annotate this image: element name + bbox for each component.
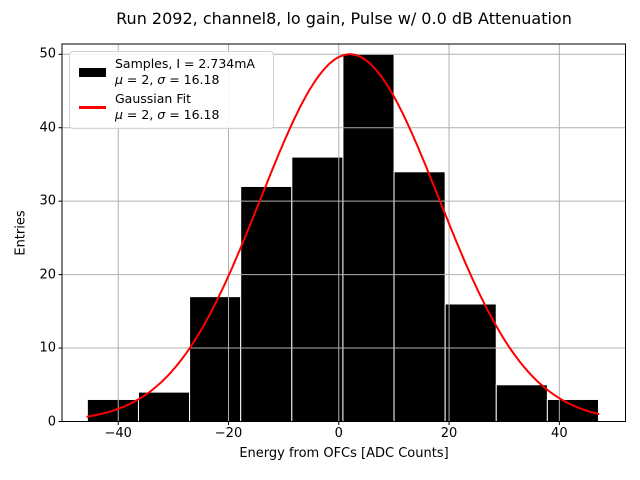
legend-gaussian-label: Gaussian Fit xyxy=(115,91,191,106)
x-tick-label: 0 xyxy=(334,426,343,441)
black-bar-swatch-icon xyxy=(79,67,106,77)
histogram-bar xyxy=(393,171,446,422)
histogram-bar xyxy=(240,185,293,422)
x-axis-label: Energy from OFCs [ADC Counts] xyxy=(239,446,449,461)
chart-title: Run 2092, channel8, lo gain, Pulse w/ 0.… xyxy=(116,9,572,28)
histogram-bar xyxy=(342,53,395,422)
sigma-value: = 16.18 xyxy=(165,72,220,87)
histogram-bar xyxy=(495,384,548,422)
legend-samples-text: Samples, I = 2.734mA μ = 2, σ = 16.18 xyxy=(115,56,255,88)
legend-item-samples: Samples, I = 2.734mA μ = 2, σ = 16.18 xyxy=(70,56,269,88)
x-tick-label: −40 xyxy=(104,426,132,441)
histogram-bar xyxy=(444,303,497,422)
mu-symbol: μ xyxy=(115,107,123,122)
histogram-bar xyxy=(137,391,191,422)
legend-samples-label: Samples, I = 2.734mA xyxy=(115,56,255,71)
axes-frame xyxy=(61,43,626,422)
red-line-swatch-icon xyxy=(79,105,106,109)
y-axis-label: Entries xyxy=(13,210,29,256)
gaussian-fit-curve xyxy=(86,53,600,418)
gaussian-swatch-cell xyxy=(70,105,115,109)
legend-gaussian-text: Gaussian Fit μ = 2, σ = 16.18 xyxy=(115,91,219,123)
y-tick-label: 40 xyxy=(39,120,56,136)
legend-item-gaussian-fit: Gaussian Fit μ = 2, σ = 16.18 xyxy=(70,91,269,123)
histogram-bar xyxy=(546,398,599,422)
mu-symbol: μ xyxy=(115,72,123,87)
x-tick-label: 20 xyxy=(440,426,458,441)
sigma-symbol: σ xyxy=(157,107,166,122)
x-tick-label: −20 xyxy=(214,426,243,441)
sigma-value: = 16.18 xyxy=(165,107,220,122)
y-tick-label: 30 xyxy=(39,193,56,209)
y-tick-label: 0 xyxy=(47,414,56,429)
legend: Samples, I = 2.734mA μ = 2, σ = 16.18 Ga… xyxy=(69,51,274,129)
legend-samples-stats: μ = 2, σ = 16.18 xyxy=(115,72,255,88)
mu-value: = 2, xyxy=(122,72,158,87)
mu-value: = 2, xyxy=(122,107,158,122)
samples-swatch-cell xyxy=(70,67,115,77)
y-tick-label: 50 xyxy=(39,46,56,62)
y-tick-label: 20 xyxy=(39,267,56,283)
y-tick-label: 10 xyxy=(39,340,56,356)
sigma-symbol: σ xyxy=(157,72,166,87)
histogram-bar xyxy=(189,296,242,422)
legend-gaussian-stats: μ = 2, σ = 16.18 xyxy=(115,107,219,123)
x-tick-label: 40 xyxy=(551,426,568,441)
histogram-bar xyxy=(291,156,344,422)
